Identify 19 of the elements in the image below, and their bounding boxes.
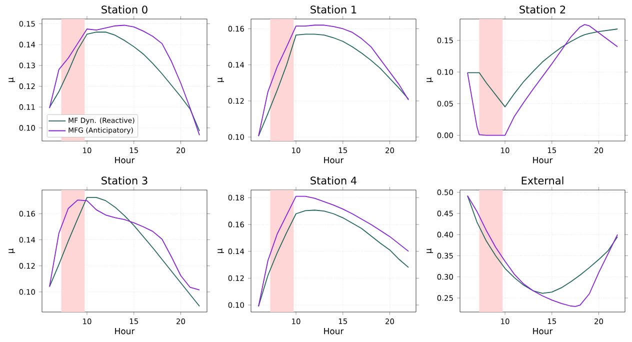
chart-title: Station 3 — [102, 176, 148, 184]
y-axis-title: μ — [218, 78, 224, 82]
x-axis-title: Hour — [115, 157, 135, 164]
chart-title: Station 2 — [520, 5, 566, 14]
x-axis-title: Hour — [533, 157, 553, 164]
x-axis-title: Hour — [324, 157, 344, 164]
y-axis-title: μ — [218, 248, 224, 253]
chart-title: Station 4 — [310, 176, 356, 184]
y-axis-title: μ — [426, 78, 434, 82]
x-axis-title: Hour — [115, 328, 135, 334]
y-axis-title: μ — [8, 248, 16, 253]
line-series — [49, 200, 200, 290]
x-axis-title: Hour — [533, 328, 553, 334]
chart-title: Station 0 — [102, 5, 148, 14]
x-axis-title: Hour — [324, 328, 344, 334]
chart-title: Station 1 — [310, 5, 356, 14]
chart-title: External — [522, 176, 564, 184]
y-axis-title: μ — [426, 248, 434, 253]
y-axis-title: μ — [8, 78, 16, 82]
